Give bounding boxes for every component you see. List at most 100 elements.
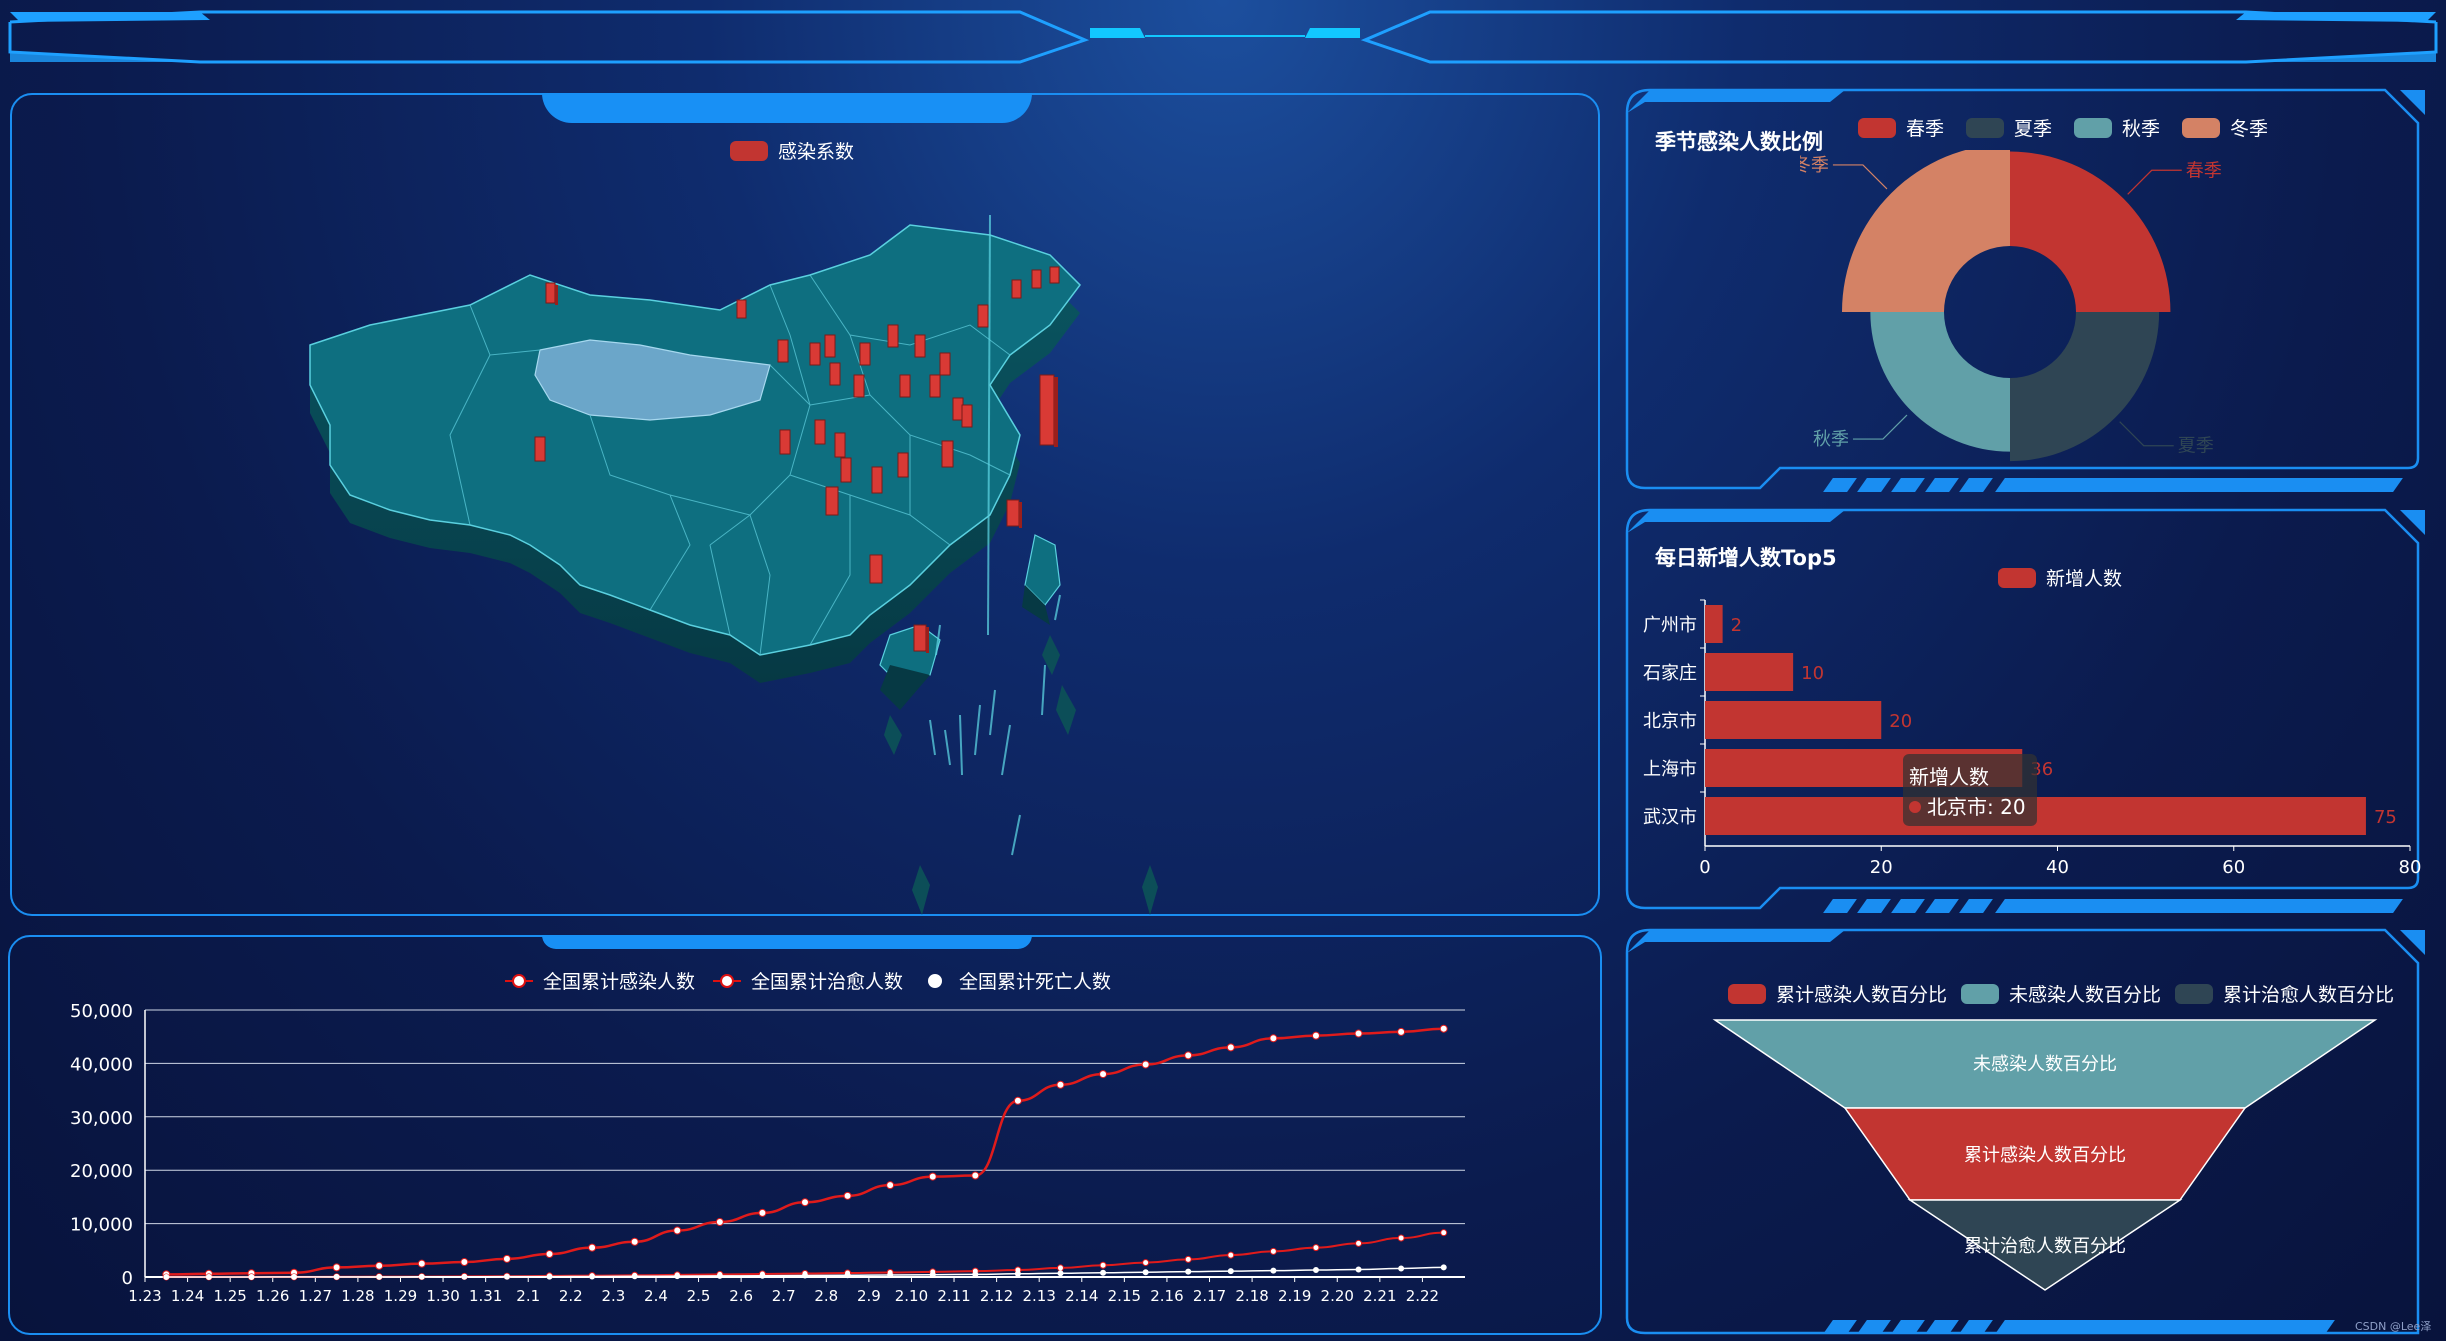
line-point[interactable] [376,1273,383,1280]
tooltip-dot [1909,801,1921,813]
line-point[interactable] [291,1273,298,1280]
line-point[interactable] [1184,1051,1193,1060]
donut-slice[interactable] [2010,312,2160,462]
line-point[interactable] [1311,1031,1320,1040]
line-point[interactable] [887,1271,894,1278]
line-point[interactable] [546,1273,553,1280]
line-point[interactable] [1269,1247,1277,1255]
line-point[interactable] [418,1273,425,1280]
line-point[interactable] [545,1250,554,1259]
map-panel-tab [542,93,1032,123]
china-3d-map[interactable] [290,215,1250,915]
line-point[interactable] [674,1273,681,1280]
line-point[interactable] [589,1273,596,1280]
line-point[interactable] [588,1243,597,1252]
line-point[interactable] [886,1181,895,1190]
line-point[interactable] [928,1172,937,1181]
line-point[interactable] [1014,1270,1021,1277]
line-point[interactable] [1355,1266,1362,1273]
line-point[interactable] [715,1217,724,1226]
season-legend[interactable]: 春季 夏季 秋季 冬季 [1858,114,2268,141]
line-point[interactable] [1141,1060,1150,1069]
funnel-legend[interactable]: 累计感染人数百分比 未感染人数百分比 累计治愈人数百分比 [1728,980,2394,1007]
line-point[interactable] [673,1226,682,1235]
bar[interactable] [1705,653,1794,691]
line-point[interactable] [1440,1229,1448,1237]
line-point[interactable] [843,1191,852,1200]
line-point[interactable] [248,1273,255,1280]
line-point[interactable] [971,1171,980,1180]
line-x-tick-label: 2.5 [687,1287,711,1305]
line-point[interactable] [972,1271,979,1278]
line-point[interactable] [333,1273,340,1280]
line-point[interactable] [716,1272,723,1279]
line-point[interactable] [205,1273,212,1280]
line-point[interactable] [332,1263,341,1272]
line-point[interactable] [844,1272,851,1279]
line-point[interactable] [1397,1234,1405,1242]
season-panel-frame [1625,88,2425,490]
line-point[interactable] [1439,1024,1448,1033]
line-legend[interactable]: 全国累计感染人数 全国累计治愈人数 全国累计死亡人数 [505,967,1111,994]
line-point[interactable] [417,1259,426,1268]
line-point[interactable] [1227,1268,1234,1275]
funnel-chart[interactable]: 未感染人数百分比 累计感染人数百分比 累计治愈人数百分比 [1710,1015,2380,1295]
line-point[interactable] [630,1237,639,1246]
line-point[interactable] [1057,1270,1064,1277]
bar[interactable] [1705,605,1723,643]
line-point[interactable] [1270,1267,1277,1274]
line-point[interactable] [1056,1264,1064,1272]
line-point[interactable] [1226,1043,1235,1052]
line-point[interactable] [1227,1251,1235,1259]
line-x-tick-label: 1.23 [128,1287,161,1305]
line-point[interactable] [1440,1264,1447,1271]
line-point[interactable] [1184,1255,1192,1263]
bar[interactable] [1705,701,1882,739]
line-point[interactable] [1099,1261,1107,1269]
legend-swatch [1966,117,2005,138]
legend-label-infection-coef: 感染系数 [778,141,855,163]
line-point[interactable] [1312,1267,1319,1274]
legend-swatch [1858,117,1896,138]
line-point[interactable] [802,1272,808,1279]
donut-slice[interactable] [2010,151,2171,312]
map-legend[interactable]: 感染系数 [730,137,854,164]
line-point[interactable] [929,1271,936,1278]
donut-slice[interactable] [1870,312,2010,452]
line-point[interactable] [1398,1265,1405,1272]
line-x-tick-label: 1.29 [384,1287,417,1305]
line-series[interactable] [166,1027,1444,1276]
line-point[interactable] [1269,1034,1278,1043]
line-point[interactable] [503,1273,510,1280]
line-x-tick-label: 2.18 [1235,1287,1268,1305]
cumulative-line-chart[interactable]: 0 10,000 20,000 30,000 40,000 50,000 1.23 1.24 1… [60,995,1490,1315]
decor-stripe [1995,478,2403,492]
line-point[interactable] [163,1273,170,1280]
line-point[interactable] [1142,1269,1149,1276]
line-point[interactable] [502,1254,511,1263]
line-x-tick-label: 2.16 [1150,1287,1183,1305]
line-y-tick-label: 0 [122,1268,133,1289]
top5-legend[interactable]: 新增人数 [1998,564,2122,591]
line-point[interactable] [1185,1268,1192,1275]
line-point[interactable] [758,1208,767,1217]
line-point[interactable] [1056,1080,1065,1089]
line-point[interactable] [461,1273,468,1280]
line-point[interactable] [1312,1244,1320,1252]
line-point[interactable] [1355,1239,1363,1247]
line-point[interactable] [1099,1070,1108,1079]
line-point[interactable] [801,1198,809,1207]
line-point[interactable] [759,1272,766,1279]
line-point[interactable] [1142,1259,1150,1267]
donut-slice[interactable] [1842,150,2010,312]
line-point[interactable] [1013,1096,1022,1105]
line-point[interactable] [1354,1029,1363,1038]
line-point[interactable] [631,1273,638,1280]
line-point[interactable] [1100,1269,1107,1276]
line-point[interactable] [1397,1027,1406,1036]
funnel-level-cured[interactable] [1907,1199,2183,1291]
line-point[interactable] [375,1261,384,1270]
line-point[interactable] [460,1258,469,1267]
